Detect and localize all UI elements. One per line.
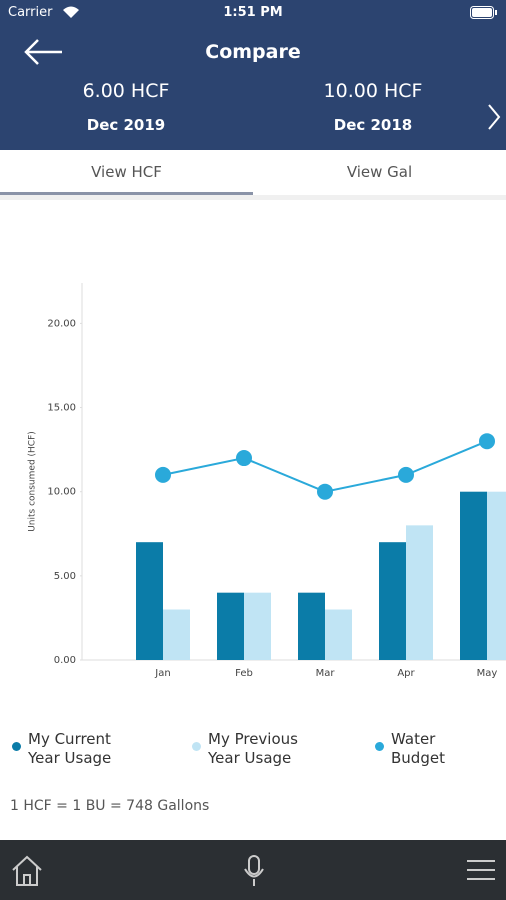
- back-button[interactable]: [22, 38, 64, 66]
- legend-label: Water Budget: [391, 730, 445, 767]
- bar: [244, 592, 271, 660]
- legend-label: My Current Year Usage: [28, 730, 112, 767]
- budget-point: [317, 483, 333, 500]
- previous-amount: 10.00 HCF: [323, 80, 423, 102]
- legend-item: My Previous Year Usage: [192, 730, 302, 768]
- y-tick-label: 10.00: [47, 487, 76, 498]
- y-tick-label: 20.00: [47, 318, 76, 329]
- legend-swatch: [192, 742, 201, 751]
- bar: [163, 609, 190, 660]
- footnote: 1 HCF = 1 BU = 748 Gallons: [10, 798, 210, 814]
- tab-gal[interactable]: View Gal: [346, 163, 413, 181]
- header: Carrier 1:51 PM Compare 6.00 HCF Dec 201…: [0, 0, 506, 150]
- bottom-nav: [0, 840, 506, 900]
- clock: 1:51 PM: [223, 5, 283, 20]
- bar: [298, 592, 325, 660]
- legend-label: My Previous Year Usage: [208, 730, 298, 767]
- x-tick-label: Feb: [235, 668, 253, 679]
- home-button[interactable]: [10, 855, 44, 887]
- next-button[interactable]: [486, 103, 502, 131]
- x-tick-label: May: [477, 668, 498, 679]
- tab-indicator: [0, 192, 253, 195]
- budget-point: [155, 466, 171, 483]
- screen-title: Compare: [205, 41, 301, 63]
- legend-swatch: [12, 742, 21, 751]
- budget-point: [479, 433, 495, 450]
- legend-swatch: [375, 742, 384, 751]
- tab-hcf[interactable]: View HCF: [91, 163, 162, 181]
- budget-point: [236, 450, 252, 467]
- budget-point: [398, 466, 414, 483]
- bar: [136, 542, 163, 660]
- carrier: Carrier: [8, 5, 53, 20]
- current-period: Dec 2019: [86, 116, 166, 134]
- previous-period: Dec 2018: [333, 116, 413, 134]
- legend-item: My Current Year Usage: [12, 730, 122, 768]
- mic-button[interactable]: [243, 854, 265, 888]
- divider: [0, 195, 506, 200]
- x-tick-label: Mar: [316, 668, 336, 679]
- bar: [460, 491, 487, 660]
- y-tick-label: 5.00: [54, 571, 76, 582]
- chart: Units consumed (HCF) 0.00 5.00 10.00 15.00 20…: [28, 283, 506, 679]
- bar: [325, 609, 352, 660]
- y-axis-label: Units consumed (HCF): [28, 431, 38, 532]
- wifi-icon: [63, 6, 79, 18]
- bar: [487, 491, 506, 660]
- x-tick-label: Apr: [397, 668, 415, 679]
- y-tick-label: 0.00: [54, 655, 76, 666]
- menu-button[interactable]: [466, 858, 496, 882]
- battery-icon: [470, 6, 497, 19]
- legend-item: Water Budget: [375, 730, 445, 768]
- bar: [379, 542, 406, 660]
- y-tick-label: 15.00: [47, 403, 76, 414]
- current-amount: 6.00 HCF: [82, 80, 170, 102]
- bar: [217, 592, 244, 660]
- bar: [406, 525, 433, 660]
- x-tick-label: Jan: [154, 668, 170, 679]
